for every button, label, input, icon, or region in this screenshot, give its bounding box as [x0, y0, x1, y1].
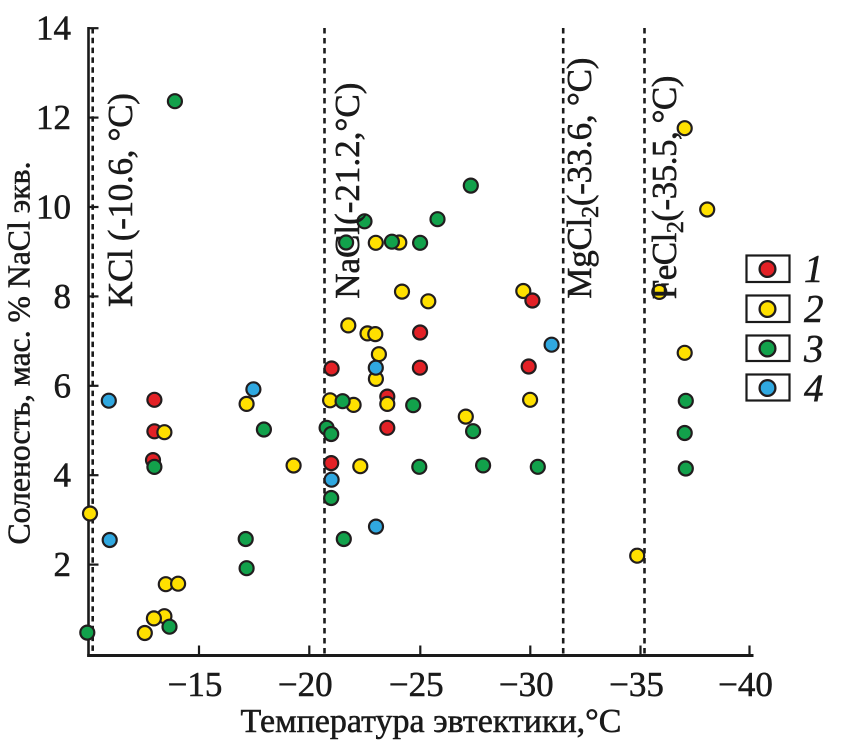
svg-text:12: 12: [36, 98, 71, 137]
svg-text:NaCl(-21.2,°C): NaCl(-21.2,°C): [328, 83, 367, 299]
svg-text:2: 2: [54, 545, 72, 584]
svg-text:10: 10: [36, 188, 71, 227]
svg-text:4: 4: [804, 367, 824, 410]
svg-text:2: 2: [804, 288, 824, 331]
svg-text:−25: −25: [389, 665, 444, 704]
svg-text:−35: −35: [609, 665, 664, 704]
svg-text:−40: −40: [718, 665, 773, 704]
svg-text:4: 4: [54, 456, 72, 495]
svg-text:8: 8: [54, 277, 72, 316]
svg-text:−15: −15: [168, 665, 223, 704]
svg-text:1: 1: [804, 248, 824, 291]
svg-text:−30: −30: [499, 665, 554, 704]
svg-text:FeCl2(-35.5, °C): FeCl2(-35.5, °C): [645, 76, 689, 299]
svg-text:Температура эвтектики,°C: Температура эвтектики,°C: [241, 703, 622, 740]
svg-text:6: 6: [54, 366, 72, 405]
svg-text:Соленость, мас. % NaCl экв.: Соленость, мас. % NaCl экв.: [2, 161, 37, 544]
svg-text:14: 14: [36, 9, 71, 48]
svg-text:KCl (-10.6, °C): KCl (-10.6, °C): [101, 93, 140, 307]
svg-text:−20: −20: [278, 665, 333, 704]
svg-text:3: 3: [803, 328, 824, 371]
svg-text:MgCl2(-33.6, °C): MgCl2(-33.6, °C): [560, 58, 604, 299]
